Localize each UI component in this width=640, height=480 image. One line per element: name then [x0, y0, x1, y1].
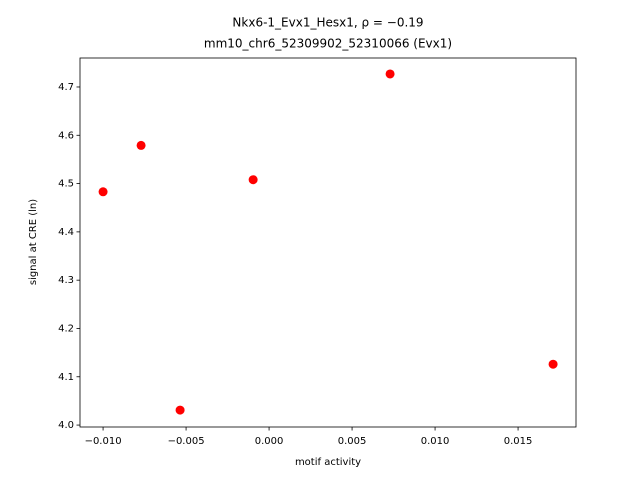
y-tick-label: 4.1: [58, 372, 74, 383]
point: [98, 187, 108, 197]
x-axis-label: motif activity: [295, 457, 361, 468]
x-tick-label: 0.005: [338, 436, 367, 447]
y-tick-label: 4.6: [58, 130, 74, 141]
y-tick-label: 4.3: [58, 275, 74, 286]
point: [175, 405, 185, 415]
point: [248, 175, 258, 185]
chart-subtitle: mm10_chr6_52309902_52310066 (Evx1): [204, 37, 452, 51]
y-tick-label: 4.2: [58, 323, 74, 334]
point: [136, 140, 146, 150]
chart-title: Nkx6-1_Evx1_Hesx1, ρ = −0.19: [232, 16, 423, 30]
y-axis-label: signal at CRE (ln): [28, 199, 39, 285]
axes-frame: [79, 57, 577, 428]
point: [385, 69, 395, 79]
x-tick-label: 0.000: [255, 436, 284, 447]
point: [548, 359, 558, 369]
y-tick-label: 4.4: [58, 227, 74, 238]
x-tick-label: 0.010: [421, 436, 450, 447]
y-tick-label: 4.7: [58, 82, 74, 93]
y-tick-label: 4.5: [58, 179, 74, 190]
y-tick-label: 4.0: [58, 420, 74, 431]
x-tick-label: −0.010: [85, 436, 122, 447]
x-tick-label: 0.015: [504, 436, 533, 447]
x-tick-label: −0.005: [168, 436, 205, 447]
